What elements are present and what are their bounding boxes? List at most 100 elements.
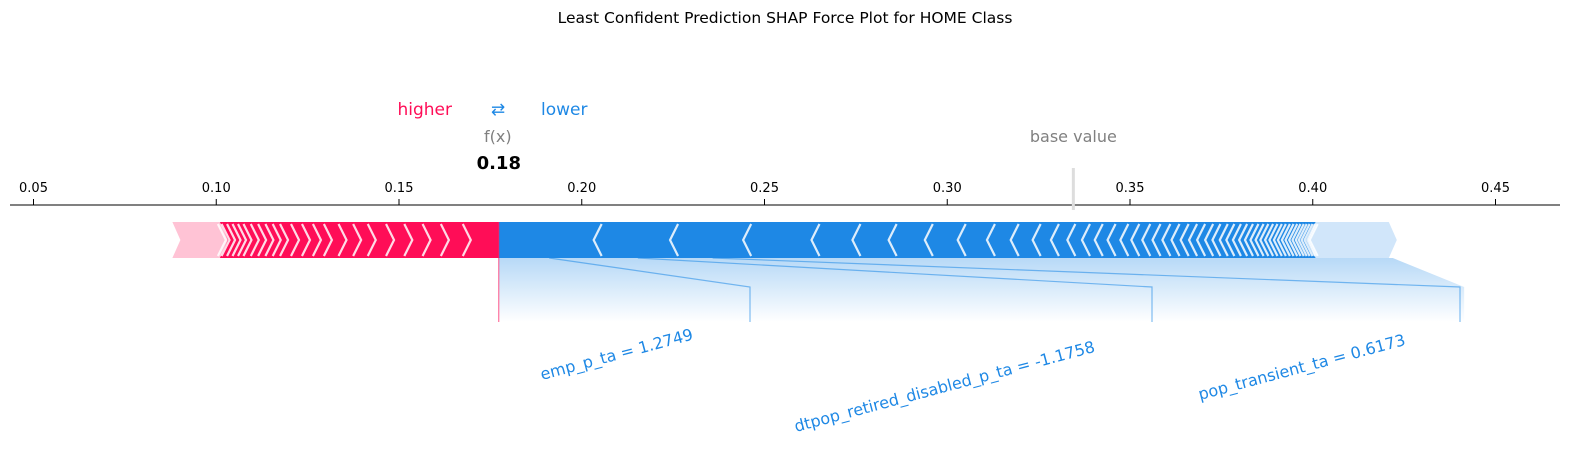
higher-feature-boundary xyxy=(322,223,334,257)
higher-feature-boundary xyxy=(337,223,348,257)
higher-feature-boundary xyxy=(220,223,231,257)
higher-feature-boundary xyxy=(216,223,228,257)
lower-feature-boundary xyxy=(851,223,862,257)
higher-feature-boundary xyxy=(249,223,261,257)
x-tick-label: 0.45 xyxy=(1481,181,1510,196)
lower-feature-boundary xyxy=(1303,223,1314,257)
lower-feature-boundary xyxy=(1291,223,1302,257)
lower-feature-boundary xyxy=(1187,223,1199,257)
lower-feature-boundary xyxy=(956,223,967,257)
lower-feature-boundary xyxy=(1254,223,1265,257)
higher-feature-boundary xyxy=(300,223,312,257)
lower-feature-boundary xyxy=(887,223,898,257)
lower-feature-boundary xyxy=(1231,223,1242,257)
lower-feature-boundary xyxy=(1218,223,1229,257)
lower-feature-boundary xyxy=(1106,223,1117,257)
lower-feature-boundary xyxy=(1259,223,1270,257)
higher-feature-boundary xyxy=(385,223,396,257)
lower-feature-boundary xyxy=(1130,223,1141,257)
lower-feature-boundary xyxy=(923,223,934,257)
legend-higher-label: higher xyxy=(397,100,452,120)
x-tick-label: 0.20 xyxy=(567,181,596,196)
lower-feature-boundary xyxy=(1287,223,1299,257)
lower-feature-boundary xyxy=(1243,223,1254,257)
higher-feature-boundary xyxy=(279,223,290,257)
lower-feature-boundary xyxy=(810,223,821,257)
lower-fade-area xyxy=(498,258,1465,322)
lower-feature-boundary xyxy=(1276,223,1287,257)
lower-feature-boundary xyxy=(1179,223,1190,257)
lower-feature-boundary xyxy=(1280,223,1291,257)
feature-connectors xyxy=(549,257,1461,322)
higher-feature-boundary xyxy=(264,223,275,257)
higher-feature-boundary xyxy=(231,223,242,257)
higher-feature-boundary xyxy=(311,223,323,257)
lower-feature-boundary xyxy=(1300,223,1311,257)
higher-feature-boundary xyxy=(439,223,451,257)
lower-feature-boundary xyxy=(1066,223,1077,257)
lower-feature-boundary xyxy=(1080,223,1091,257)
chart-title: Least Confident Prediction SHAP Force Pl… xyxy=(558,9,1013,27)
higher-band xyxy=(172,222,499,258)
lower-feature-boundary xyxy=(741,223,753,257)
lower-feature-boundary xyxy=(1237,223,1249,257)
higher-feature-boundary xyxy=(226,223,237,257)
lower-feature-boundary xyxy=(1161,223,1172,257)
lower-feature-boundary xyxy=(1093,223,1104,257)
feature-connector xyxy=(712,257,1461,322)
lower-feature-boundary xyxy=(1141,223,1152,257)
lower-feature-boundary xyxy=(1009,223,1020,257)
higher-feature-boundary xyxy=(242,223,253,257)
lower-feature-boundary xyxy=(1268,223,1279,257)
higher-feature-boundary xyxy=(461,223,473,257)
higher-feature-boundary xyxy=(366,223,377,257)
higher-band-fade xyxy=(172,222,228,258)
lower-band-fade xyxy=(1307,222,1397,258)
lower-feature-boundary xyxy=(985,223,996,257)
feature-label: dtpop_retired_disabled_p_ta = -1.1758 xyxy=(792,337,1097,437)
x-tick-label: 0.40 xyxy=(1298,181,1327,196)
higher-feature-boundary xyxy=(290,223,301,257)
x-tick-label: 0.35 xyxy=(1116,181,1145,196)
lower-feature-boundary xyxy=(1249,223,1260,257)
lower-feature-boundary xyxy=(1225,223,1236,257)
x-axis-ticks: 0.05 0.10 0.15 0.20 0.25 0.30 0.35 0.40 0.45 xyxy=(19,181,1510,205)
feature-label: emp_p_ta = 1.2749 xyxy=(538,325,695,385)
lower-feature-boundary xyxy=(592,223,603,257)
lower-band-fill xyxy=(498,222,1316,258)
x-tick-label: 0.10 xyxy=(202,181,231,196)
lower-feature-boundary xyxy=(1211,223,1222,257)
higher-feature-boundary xyxy=(237,223,248,257)
x-tick-label: 0.15 xyxy=(385,181,414,196)
feature-label: pop_transient_ta = 0.6173 xyxy=(1196,330,1407,405)
lower-band xyxy=(498,222,1397,258)
lower-feature-boundary xyxy=(1263,223,1275,257)
lower-feature-boundary xyxy=(1294,223,1305,257)
feature-connector xyxy=(549,257,751,322)
lower-feature-boundary xyxy=(1170,223,1181,257)
lower-fade-region xyxy=(498,258,1465,322)
lower-feature-boundary xyxy=(1308,223,1319,257)
lower-feature-boundary xyxy=(1195,223,1207,257)
output-label: f(x) xyxy=(484,127,512,146)
lower-feature-boundary xyxy=(668,223,680,257)
higher-feature-boundary xyxy=(403,223,414,257)
lower-feature-boundary xyxy=(1272,223,1283,257)
base-value-label: base value xyxy=(1030,127,1117,146)
legend-lower-label: lower xyxy=(541,100,587,120)
legend-swap-arrows-icon: ⇄ xyxy=(491,100,505,120)
higher-feature-boundary xyxy=(271,223,282,257)
higher-feature-boundary xyxy=(257,223,268,257)
lower-feature-boundary xyxy=(1151,223,1162,257)
lower-feature-boundary xyxy=(1297,223,1308,257)
x-tick-label: 0.25 xyxy=(750,181,779,196)
output-value: 0.18 xyxy=(477,153,521,174)
higher-feature-boundary xyxy=(352,223,363,257)
lower-feature-boundary xyxy=(1031,223,1042,257)
x-tick-label: 0.30 xyxy=(933,181,962,196)
lower-feature-boundary xyxy=(1049,223,1060,257)
lower-feature-boundary xyxy=(1119,223,1130,257)
feature-labels: emp_p_ta = 1.2749 dtpop_retired_disabled_… xyxy=(538,325,1407,437)
lower-feature-boundary xyxy=(1203,223,1215,257)
